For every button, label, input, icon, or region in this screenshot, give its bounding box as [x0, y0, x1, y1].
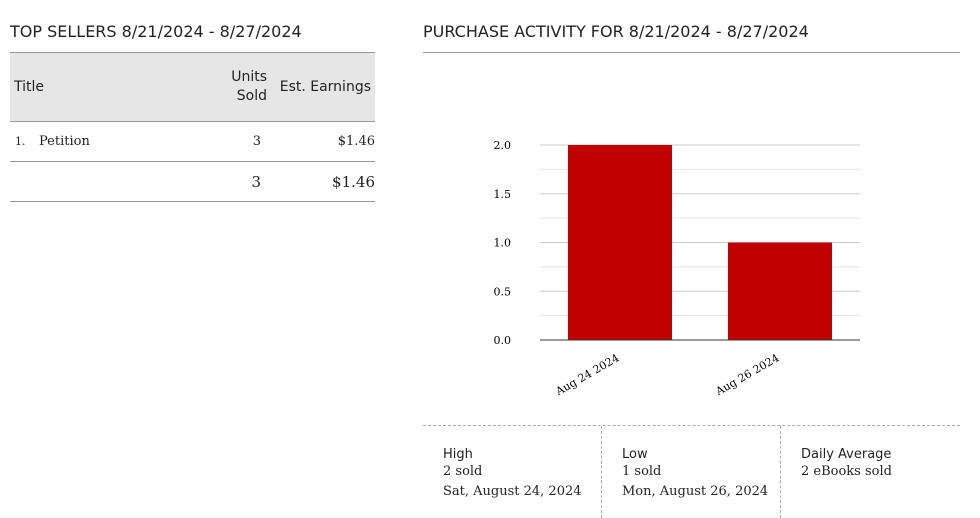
stat: Low 1 sold Mon, August 26, 2024	[602, 426, 781, 518]
stat-label: High	[443, 447, 473, 462]
units: 3	[211, 121, 271, 162]
y-tick-label: 0.0	[494, 334, 512, 347]
earnings: $1.46	[271, 121, 375, 162]
chart: 0.0 0.5 1.0 1.5 2.0 Aug 24 2024 Aug 26 2024	[494, 139, 860, 399]
y-tick-label: 1.0	[494, 237, 512, 250]
chart-title: PURCHASE ACTIVITY FOR 8/21/2024 - 8/27/2…	[423, 22, 809, 41]
total-earnings: $1.46	[271, 161, 375, 202]
bar	[568, 145, 672, 340]
column-header: Units Sold	[211, 52, 271, 122]
top-sellers-table: Title Units Sold Est. Earnings 1. Petiti…	[10, 52, 375, 202]
column-header: Est. Earnings	[271, 52, 375, 122]
column-header: Title	[10, 52, 211, 122]
total-units: 3	[211, 161, 271, 202]
divider	[423, 52, 960, 53]
stat-date: Sat, August 24, 2024	[443, 484, 582, 499]
y-tick-label: 0.5	[494, 285, 512, 298]
stat-value: 1 sold	[622, 464, 662, 479]
y-tick-label: 2.0	[494, 139, 512, 152]
stats: High 2 sold Sat, August 24, 2024 Low 1 s…	[423, 425, 960, 518]
stat-label: Daily Average	[801, 447, 892, 462]
y-tick-label: 1.5	[494, 188, 512, 201]
stat: High 2 sold Sat, August 24, 2024	[423, 426, 602, 518]
x-tick-label: Aug 24 2024	[553, 351, 622, 398]
stat: Daily Average 2 eBooks sold	[781, 426, 951, 518]
stat-value: 2 eBooks sold	[801, 464, 892, 479]
rank: 1.	[10, 121, 39, 162]
section-title: TOP SELLERS 8/21/2024 - 8/27/2024	[10, 22, 302, 41]
stat-value: 2 sold	[443, 464, 483, 479]
stat-date: Mon, August 26, 2024	[622, 484, 769, 499]
bar	[728, 242, 832, 340]
x-tick-label: Aug 26 2024	[713, 351, 782, 398]
book-title[interactable]: Petition	[39, 121, 211, 162]
stat-label: Low	[622, 447, 648, 462]
